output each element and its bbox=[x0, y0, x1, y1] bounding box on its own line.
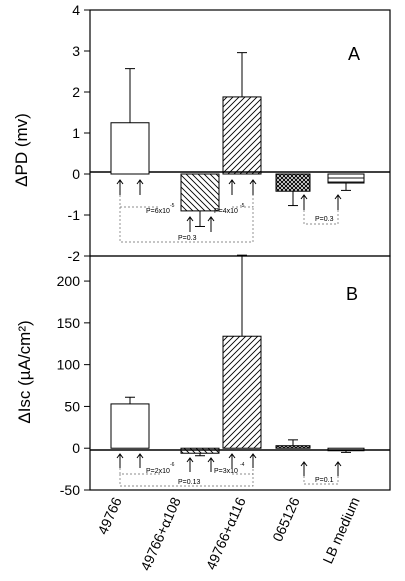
x-category-label: 065126 bbox=[269, 495, 303, 544]
y-tick-label: 1 bbox=[72, 125, 80, 141]
panel-a-pvalues: P=6x10 -5 P=4x10 -5 P=0.3 P=0.3 bbox=[146, 203, 334, 242]
pvalue-exponent: -5 bbox=[240, 203, 245, 209]
pvalue-label: P=3x10 bbox=[214, 468, 238, 475]
panel-a: A ΔPD (mv) -2 -1 0 1 2 3 4 P=6x10 -5 P=4x10 -5… bbox=[12, 2, 391, 264]
x-axis-category-labels: 49766 49766+α108 49766+α116 065126 LB medium bbox=[94, 495, 362, 573]
panel-a-arrows bbox=[116, 179, 342, 232]
panel-b-brackets bbox=[119, 468, 339, 487]
y-tick-label: -50 bbox=[60, 482, 80, 498]
x-category-label: 49766+α108 bbox=[137, 495, 184, 573]
bar-a-2 bbox=[180, 173, 220, 212]
panel-a-brackets bbox=[119, 195, 339, 243]
panel-b-arrows bbox=[116, 453, 342, 476]
panel-a-label: A bbox=[348, 44, 360, 64]
pvalue-exponent: -4 bbox=[240, 462, 245, 468]
bar-a-1 bbox=[110, 122, 150, 175]
y-tick-label: 50 bbox=[64, 398, 80, 414]
bar-b-1 bbox=[110, 403, 150, 449]
y-tick-label: 4 bbox=[72, 2, 80, 18]
pvalue-label: P=4x10 bbox=[214, 208, 238, 215]
panel-b: B ΔIsc (µA/cm²) -50 0 50 100 150 200 P=2x10 -… bbox=[15, 254, 391, 498]
bar-b-3 bbox=[222, 335, 262, 449]
pvalue-exponent: -5 bbox=[170, 203, 175, 209]
y-tick-label: 150 bbox=[57, 315, 81, 331]
y-tick-label: -2 bbox=[68, 248, 81, 264]
y-tick-label: -1 bbox=[68, 207, 81, 223]
panel-b-pvalues: P=2x10 -6 P=3x10 -4 P=0.13 P=0.1 bbox=[146, 462, 334, 486]
pvalue-label: P=0.3 bbox=[315, 216, 334, 223]
y-tick-label: 100 bbox=[57, 357, 81, 373]
bar-b-2 bbox=[180, 447, 220, 454]
bar-b-4 bbox=[275, 445, 311, 449]
x-category-label: 49766 bbox=[94, 495, 125, 537]
pvalue-label: P=6x10 bbox=[146, 208, 170, 215]
bar-b-5 bbox=[327, 447, 365, 452]
pvalue-label: P=0.13 bbox=[178, 479, 200, 486]
y-tick-label: 200 bbox=[57, 273, 81, 289]
bar-a-4 bbox=[275, 173, 311, 192]
bar-a-3 bbox=[222, 96, 262, 175]
x-category-label: LB medium bbox=[319, 495, 362, 566]
y-tick-label: 2 bbox=[72, 84, 80, 100]
pvalue-label: P=0.1 bbox=[315, 477, 334, 484]
panel-b-ylabel: ΔIsc (µA/cm²) bbox=[15, 320, 34, 423]
pvalue-label: P=0.3 bbox=[178, 235, 197, 242]
y-tick-label: 0 bbox=[72, 166, 80, 182]
pvalue-exponent: -6 bbox=[170, 462, 175, 468]
panel-a-ylabel: ΔPD (mv) bbox=[12, 113, 31, 187]
panel-b-label: B bbox=[346, 284, 358, 304]
y-tick-label: 3 bbox=[72, 43, 80, 59]
bar-a-5 bbox=[327, 173, 365, 184]
x-category-label: 49766+α116 bbox=[203, 495, 249, 573]
pvalue-label: P=2x10 bbox=[146, 468, 170, 475]
panel-b-frame bbox=[89, 255, 391, 491]
y-tick-label: 0 bbox=[72, 440, 80, 456]
